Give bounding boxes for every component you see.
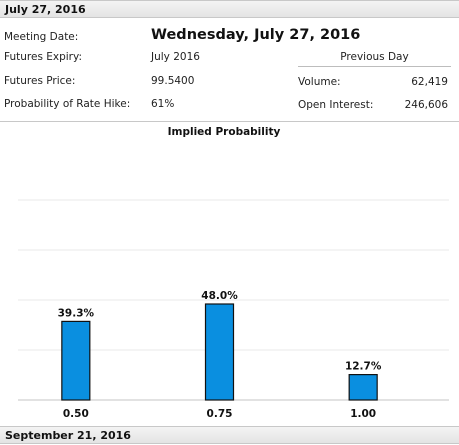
implied-probability-chart: Implied Probability 39.3% 0.50 48.0% 0.75 12… [0, 121, 459, 426]
open-interest-label: Open Interest: [298, 99, 374, 111]
data-label-1.00: 12.7% [345, 361, 382, 373]
rate-hike-value: 61% [151, 98, 175, 110]
meeting-header: July 27, 2016 [0, 0, 459, 18]
bar-1.00 [348, 374, 378, 401]
meeting-date-label: Meeting Date: [4, 31, 79, 43]
open-interest-value: 246,606 [404, 99, 448, 111]
volume-label: Volume: [298, 76, 341, 88]
x-tick-label-0.50: 0.50 [63, 408, 89, 420]
data-label-0.50: 39.3% [58, 307, 95, 319]
x-tick-label-1.00: 1.00 [350, 408, 376, 420]
data-label-0.75: 48.0% [201, 290, 238, 302]
futures-price-value: 99.5400 [151, 75, 195, 87]
volume-value: 62,419 [411, 76, 448, 88]
futures-expiry-value: July 2016 [151, 51, 200, 63]
next-meeting-header: September 21, 2016 [0, 426, 459, 444]
bar-0.75 [204, 303, 235, 401]
x-tick-label-0.75: 0.75 [207, 408, 233, 420]
rate-hike-label: Probability of Rate Hike: [4, 98, 131, 110]
meeting-date-value: Wednesday, July 27, 2016 [151, 27, 361, 43]
futures-expiry-label: Futures Expiry: [4, 51, 82, 63]
previous-day-title: Previous Day [340, 51, 409, 63]
chart-title: Implied Probability [168, 126, 281, 138]
previous-day-divider [298, 66, 451, 67]
bar-0.50 [61, 320, 91, 401]
futures-price-label: Futures Price: [4, 75, 76, 87]
chart-canvas: Implied Probability 39.3% 0.50 48.0% 0.75 12… [18, 126, 449, 420]
